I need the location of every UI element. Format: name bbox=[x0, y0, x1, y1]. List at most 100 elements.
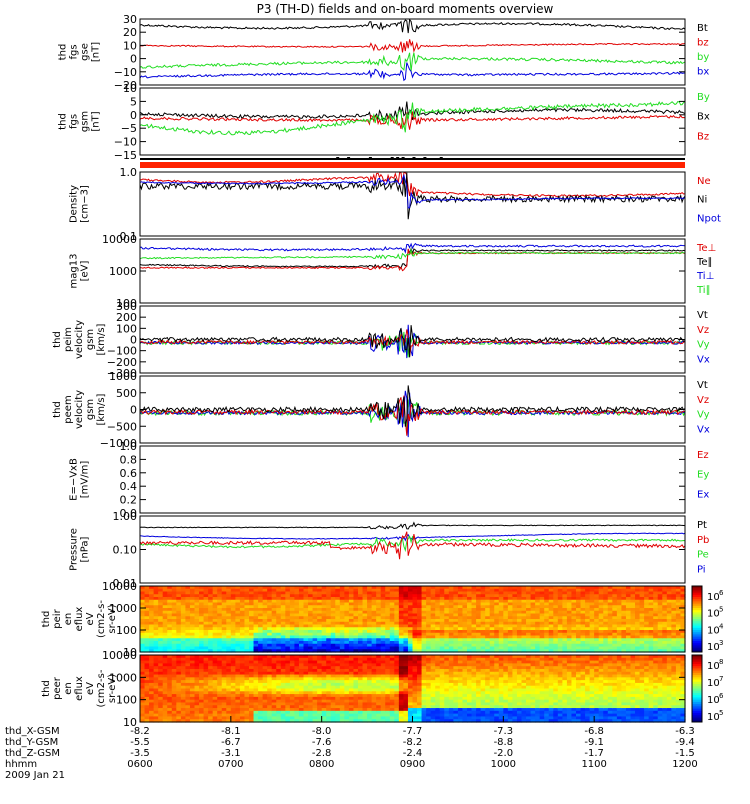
ytick-label: 0.4 bbox=[120, 480, 138, 493]
mode-marker bbox=[336, 157, 339, 160]
ytick-label: 0 bbox=[130, 109, 137, 122]
colorbar-exponent: 5 bbox=[719, 606, 723, 614]
legend-entry: Pe bbox=[697, 550, 709, 561]
ylabel-line: [mV/m] bbox=[80, 461, 91, 499]
ytick-label: −5 bbox=[121, 122, 137, 135]
ylabel-line: Pressure bbox=[69, 528, 80, 571]
mode-marker bbox=[423, 157, 426, 160]
ylabel-line: (cm2-s- bbox=[96, 600, 107, 638]
ytick-label: 30 bbox=[123, 13, 137, 26]
ylabel-line: eflux bbox=[74, 607, 85, 632]
ytick-label: 1000 bbox=[109, 265, 137, 278]
legend-entry: Te∥ bbox=[696, 257, 713, 268]
panel-frame bbox=[140, 446, 685, 513]
ytick-label: 0.2 bbox=[120, 494, 138, 507]
mode-marker bbox=[369, 157, 372, 160]
ylabel-line: thd bbox=[58, 44, 69, 61]
ylabel-line: thd bbox=[41, 611, 52, 628]
ylabel-line: E=−VxB bbox=[69, 458, 80, 501]
ylabel-line: velocity bbox=[74, 390, 85, 429]
ylabel-line: gsm bbox=[85, 329, 96, 350]
ylabel-line: mag13 bbox=[69, 254, 80, 289]
legend-entry: Bz bbox=[697, 131, 709, 142]
legend-entry: Ex bbox=[697, 489, 709, 500]
legend-entry: Vz bbox=[697, 395, 709, 406]
ylabel-line: thd bbox=[52, 331, 63, 348]
ylabel-line: [nT] bbox=[91, 111, 102, 131]
mode-marker bbox=[347, 157, 350, 160]
ti-par-line bbox=[140, 250, 685, 259]
legend-entry: Vt bbox=[697, 380, 708, 391]
vz-e-line bbox=[140, 396, 685, 436]
mode-marker bbox=[402, 157, 405, 160]
legend-entry: Ez bbox=[697, 450, 709, 461]
ytick-label: 10 bbox=[123, 39, 137, 52]
colorbar-exponent: 6 bbox=[719, 589, 724, 597]
ytick-label: −500 bbox=[107, 420, 137, 433]
ytick-label: 0.6 bbox=[120, 467, 138, 480]
ytick-label: 1.00 bbox=[113, 510, 138, 523]
ylabel-line: gsm bbox=[80, 111, 91, 132]
ylabel-line: gse bbox=[80, 43, 91, 61]
legend-entry: Pt bbox=[697, 520, 707, 531]
ylabel-line: peem bbox=[63, 395, 74, 423]
legend-entry: Vz bbox=[697, 325, 709, 336]
bz-gsm-line bbox=[140, 112, 685, 130]
mode-marker bbox=[396, 157, 399, 160]
legend-entry: by bbox=[697, 52, 709, 63]
ylabel-line: gsm bbox=[85, 399, 96, 420]
ytick-label: 0 bbox=[130, 404, 137, 417]
ylabel-line: [km/s] bbox=[96, 323, 107, 355]
ylabel-line: [nT] bbox=[91, 42, 102, 62]
pb-line bbox=[140, 532, 685, 560]
ylabel-line: velocity bbox=[74, 320, 85, 359]
ytick-label: 1.0 bbox=[120, 166, 138, 179]
ytick-label: 10000 bbox=[102, 233, 137, 246]
mode-marker bbox=[440, 157, 443, 160]
ytick-label: 5 bbox=[130, 95, 137, 108]
ytick-label: 0 bbox=[130, 53, 137, 66]
ytick-label: 20 bbox=[123, 26, 137, 39]
mode-marker bbox=[413, 157, 416, 160]
panel-frame bbox=[140, 88, 685, 155]
legend-entry: Ey bbox=[697, 470, 709, 481]
legend-entry: bz bbox=[697, 38, 709, 49]
legend-entry: Ni bbox=[697, 195, 707, 206]
bt-line bbox=[140, 20, 685, 33]
legend-entry: Ti∥ bbox=[696, 285, 711, 296]
panel-frame bbox=[140, 306, 685, 373]
ylabel-line: peir bbox=[52, 608, 63, 628]
legend-entry: Te⊥ bbox=[696, 243, 716, 254]
ylabel-line: peim bbox=[63, 327, 74, 352]
ylabel-line: fgs bbox=[69, 44, 80, 59]
colorbar-exponent: 3 bbox=[719, 639, 723, 647]
legend-entry: Vt bbox=[697, 310, 708, 321]
ytick-label: 0.10 bbox=[113, 544, 138, 557]
ne-line bbox=[140, 173, 685, 197]
ylabel-line: thd bbox=[58, 113, 69, 130]
ytick-label: 100 bbox=[116, 624, 137, 637]
bz-line bbox=[140, 39, 685, 52]
legend-entry: Npot bbox=[697, 213, 721, 224]
ylabel-line: en bbox=[63, 613, 74, 626]
mode-marker bbox=[391, 157, 394, 160]
plot-title: P3 (TH-D) fields and on-board moments ov… bbox=[257, 2, 554, 16]
colorbar-tick: 10 bbox=[707, 592, 720, 603]
ytick-label: −10 bbox=[114, 136, 137, 149]
ytick-label: 500 bbox=[116, 387, 137, 400]
legend-entry: Ne bbox=[697, 176, 711, 187]
legend-entry: Vx bbox=[697, 354, 710, 365]
ytick-label: −10 bbox=[114, 66, 137, 79]
legend-entry: Vy bbox=[697, 340, 710, 351]
legend-entry: Pi bbox=[697, 564, 706, 575]
ytick-label: −15 bbox=[114, 149, 137, 162]
colorbar-tick: 10 bbox=[707, 642, 720, 653]
ylabel-line: thd bbox=[52, 401, 63, 418]
mode-bar bbox=[140, 162, 685, 168]
ytick-label: 1.0 bbox=[120, 440, 138, 453]
ytick-label: 10000 bbox=[102, 580, 137, 593]
legend-entry: Ti⊥ bbox=[696, 271, 714, 282]
ytick-label: 1000 bbox=[109, 370, 137, 383]
